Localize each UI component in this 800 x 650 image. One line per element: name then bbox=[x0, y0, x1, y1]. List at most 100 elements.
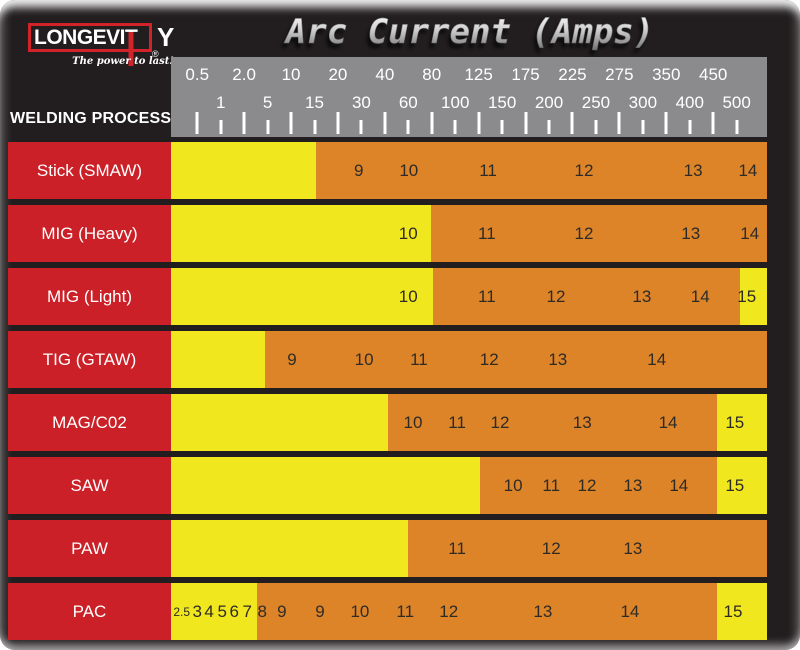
shade-bar: 9 10 11 12 13 14 bbox=[171, 331, 767, 388]
shade-number: 13 bbox=[632, 286, 652, 306]
axis-tick-label: 2.0 bbox=[232, 65, 256, 84]
shade-number: 13 bbox=[572, 412, 592, 432]
axis-tick-mark bbox=[430, 112, 434, 134]
shade-number: 10 bbox=[503, 475, 523, 495]
shade-bar: 9 10 11 12 13 14 bbox=[171, 142, 767, 199]
shade-number: 14 bbox=[647, 349, 667, 369]
process-row: PAC 2.5 3 4 5 6 7 8 9 9 10 11 12 13 14 15 bbox=[8, 583, 767, 640]
process-row: Stick (SMAW) 9 10 11 12 13 14 bbox=[8, 142, 767, 199]
shade-number: 14 bbox=[658, 412, 678, 432]
shade-number: 11 bbox=[448, 412, 466, 432]
axis-tick-label: 500 bbox=[722, 93, 751, 112]
axis-tick-mark bbox=[664, 112, 668, 134]
page-title-shadow: Arc Current (Amps) bbox=[252, 17, 682, 57]
axis-tick-mark bbox=[289, 112, 293, 134]
shade-number: 8 bbox=[257, 601, 267, 621]
axis-tick-label: 250 bbox=[581, 93, 611, 112]
process-label: PAW bbox=[8, 520, 171, 577]
axis-tick-label: 5 bbox=[262, 93, 273, 112]
axis-tick-label: 20 bbox=[328, 65, 348, 84]
axis-tick-label: 400 bbox=[675, 93, 704, 112]
logo-tagline: The power to last! bbox=[72, 56, 174, 67]
bar-segment-yellow bbox=[716, 583, 767, 640]
shade-number: 10 bbox=[354, 349, 374, 369]
bar-segment-orange bbox=[479, 457, 717, 514]
axis-tick-label: 15 bbox=[305, 93, 324, 112]
axis-tick-mark bbox=[453, 120, 457, 134]
axis-tick-label: 225 bbox=[558, 65, 587, 84]
bar-segment-yellow bbox=[716, 457, 767, 514]
bar-segment-yellow bbox=[171, 520, 409, 577]
axis-tick-mark bbox=[570, 112, 574, 134]
bar-segment-orange bbox=[387, 394, 717, 451]
page-title: Arc Current (Amps) Arc Current (Amps) bbox=[255, 12, 685, 62]
process-row: MIG (Heavy) 10 11 12 13 14 bbox=[8, 205, 767, 262]
shade-number: 11 bbox=[396, 601, 415, 621]
shade-number: 12 bbox=[439, 601, 459, 621]
process-row: SAW 10 11 12 13 14 15 bbox=[8, 457, 767, 514]
axis-tick-mark bbox=[594, 120, 598, 134]
axis-tick-label: 10 bbox=[281, 65, 301, 84]
bar-segment-yellow bbox=[171, 268, 434, 325]
axis-tick-mark bbox=[688, 120, 692, 134]
shade-bar: 10 11 12 13 14 bbox=[171, 205, 767, 262]
shade-number: 2.5 bbox=[173, 604, 191, 619]
bar-segment-orange bbox=[430, 205, 767, 262]
axis-tick-label: 80 bbox=[422, 65, 442, 84]
shade-number: 13 bbox=[623, 538, 643, 558]
axis-tick-mark bbox=[242, 112, 246, 134]
axis-tick-label: 175 bbox=[511, 65, 540, 84]
shade-number: 5 bbox=[217, 601, 227, 621]
axis-tick-mark bbox=[641, 120, 645, 134]
bar-segment-orange bbox=[408, 520, 767, 577]
shade-number: 12 bbox=[577, 475, 597, 495]
shade-number: 11 bbox=[478, 286, 496, 306]
welding-process-axis-label: WELDING PROCESS bbox=[10, 110, 172, 127]
axis-tick-label: 0.5 bbox=[185, 65, 210, 84]
axis-tick-label: 450 bbox=[698, 65, 728, 84]
shade-number: 12 bbox=[541, 538, 561, 558]
shade-number: 10 bbox=[398, 223, 418, 243]
axis-tick-label: 275 bbox=[605, 65, 634, 84]
shade-number: 10 bbox=[399, 160, 419, 180]
shade-number: 9 bbox=[287, 349, 297, 369]
shade-number: 12 bbox=[490, 412, 510, 432]
axis-tick-label: 300 bbox=[628, 93, 658, 112]
shade-number: 9 bbox=[277, 601, 287, 621]
shade-number: 12 bbox=[546, 286, 566, 306]
process-row: TIG (GTAW) 9 10 11 12 13 14 bbox=[8, 331, 767, 388]
shade-number: 15 bbox=[725, 475, 745, 495]
axis-tick-mark bbox=[547, 120, 551, 134]
logo-red-box: LONGEVI T bbox=[28, 23, 152, 52]
shade-number: 11 bbox=[410, 349, 428, 369]
axis-tick-mark bbox=[617, 112, 621, 134]
shade-number: 11 bbox=[448, 538, 466, 558]
axis-tick-mark bbox=[500, 120, 504, 134]
axis-tick-mark bbox=[711, 112, 715, 134]
shade-bar: 10 11 12 13 14 15 bbox=[171, 268, 767, 325]
shade-number: 9 bbox=[354, 160, 364, 180]
process-row: MIG (Light) 10 11 12 13 14 15 bbox=[8, 268, 767, 325]
shade-number: 14 bbox=[690, 286, 710, 306]
shade-number: 13 bbox=[533, 601, 553, 621]
logo-letter-t: T bbox=[125, 25, 138, 49]
axis-tick-label: 40 bbox=[375, 65, 395, 84]
shade-number: 15 bbox=[737, 286, 757, 306]
shade-number: 3 bbox=[192, 601, 202, 621]
shade-number: 14 bbox=[740, 223, 760, 243]
axis-tick-mark bbox=[524, 112, 528, 134]
shade-number: 4 bbox=[204, 601, 214, 621]
shade-number: 10 bbox=[350, 601, 370, 621]
shade-number: 7 bbox=[242, 601, 253, 621]
process-label: MAG/C02 bbox=[8, 394, 171, 451]
axis-tick-label: 1 bbox=[215, 93, 226, 112]
shade-number: 13 bbox=[683, 160, 703, 180]
shade-number: 15 bbox=[723, 601, 743, 621]
bar-segment-yellow bbox=[171, 457, 480, 514]
process-label: PAC bbox=[8, 583, 171, 640]
bar-segment-yellow bbox=[171, 142, 316, 199]
shade-bar: 11 12 13 bbox=[171, 520, 767, 577]
process-label: Stick (SMAW) bbox=[8, 142, 171, 199]
shade-number: 12 bbox=[574, 160, 594, 180]
